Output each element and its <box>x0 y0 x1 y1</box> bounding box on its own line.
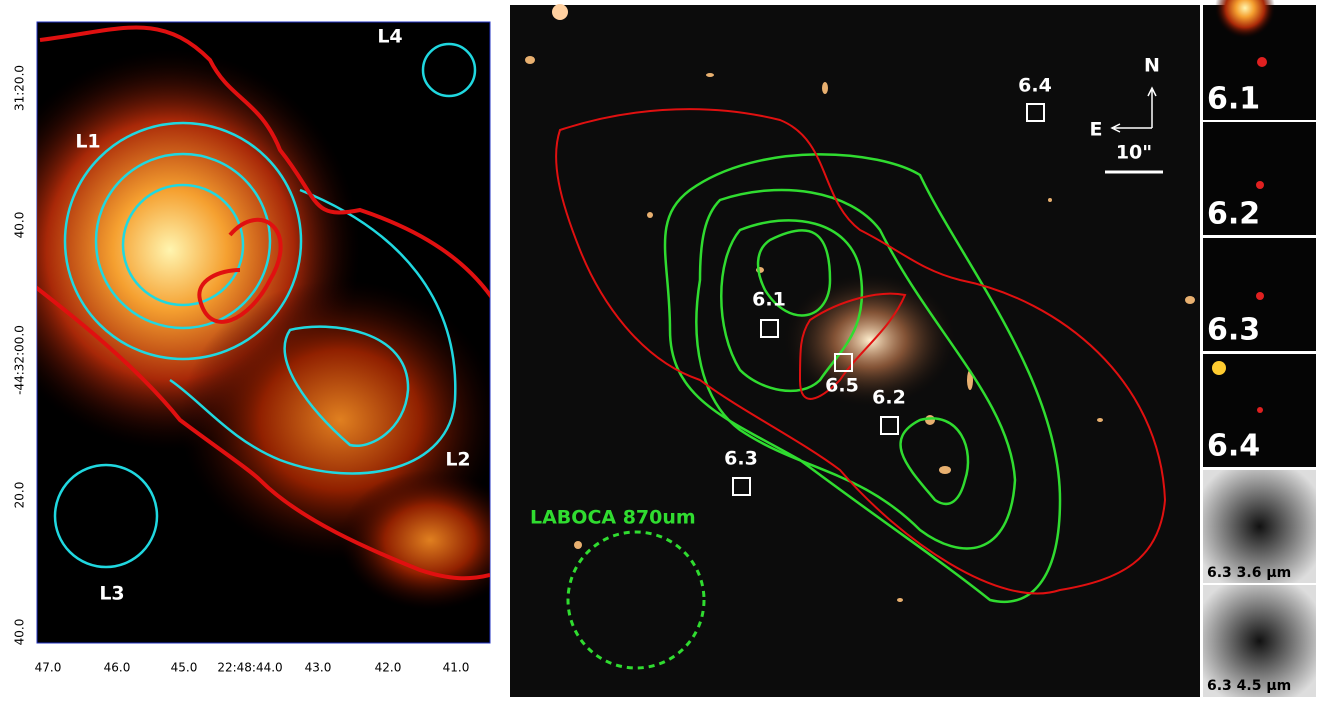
source-label: 6.2 <box>872 387 906 409</box>
y-tick-label: -44:32:00.0 <box>13 325 27 395</box>
y-tick-label: 40.0 <box>13 212 27 239</box>
region-label: L3 <box>99 583 124 605</box>
y-tick-label: 31:20.0 <box>13 65 27 111</box>
x-tick-label: 41.0 <box>443 661 470 675</box>
compass <box>1105 86 1163 174</box>
contours-red <box>37 25 490 581</box>
source-label: 6.4 <box>1018 75 1052 97</box>
laboca-label: LABOCA 870um <box>530 507 696 529</box>
x-tick-label: 47.0 <box>35 661 62 675</box>
source-label: 6.3 <box>724 448 758 470</box>
thumbnail-label: 6.2 <box>1207 197 1260 232</box>
source-label: 6.1 <box>752 289 786 311</box>
contours-red <box>555 108 1167 595</box>
x-tick-label: 22:48:44.0 <box>217 661 282 675</box>
region-label: L2 <box>445 449 470 471</box>
y-tick-label: 40.0 <box>13 619 27 646</box>
source-boxes <box>732 103 1045 496</box>
source-label: 6.5 <box>825 375 859 397</box>
x-tick-label: 45.0 <box>171 661 198 675</box>
region-label: L4 <box>377 26 402 48</box>
scale-bar-label: 10" <box>1116 142 1152 164</box>
galaxies <box>525 4 1195 602</box>
region-label: L1 <box>75 131 100 153</box>
contours-cyan <box>53 42 477 569</box>
y-tick-label: 20.0 <box>13 482 27 509</box>
thumbnail-label: 6.3 <box>1207 313 1260 348</box>
thumbnail-label: 6.1 <box>1207 82 1260 117</box>
x-tick-label: 42.0 <box>375 661 402 675</box>
compass-east: E <box>1090 119 1103 141</box>
thumbnail-label: 6.4 <box>1207 429 1260 464</box>
middle-panel: 6.1 6.2 6.3 6.4 6.5 N E 10" LABOCA 870um <box>510 4 1200 697</box>
left-panel: L1 L2 L3 L4 47.0 46.0 45.0 22:48:44.0 43… <box>13 21 491 675</box>
compass-north: N <box>1144 55 1160 77</box>
contours-green <box>663 153 1062 603</box>
thumbnail-label: 6.3 3.6 µm <box>1207 565 1291 581</box>
x-tick-label: 43.0 <box>305 661 332 675</box>
thumbnails: 6.1 6.2 6.3 6.4 6.3 3.6 µm 6.3 4.5 µm <box>1203 0 1316 697</box>
thumbnail-label: 6.3 4.5 µm <box>1207 678 1291 694</box>
x-tick-label: 46.0 <box>104 661 131 675</box>
laboca-beam <box>566 530 706 670</box>
